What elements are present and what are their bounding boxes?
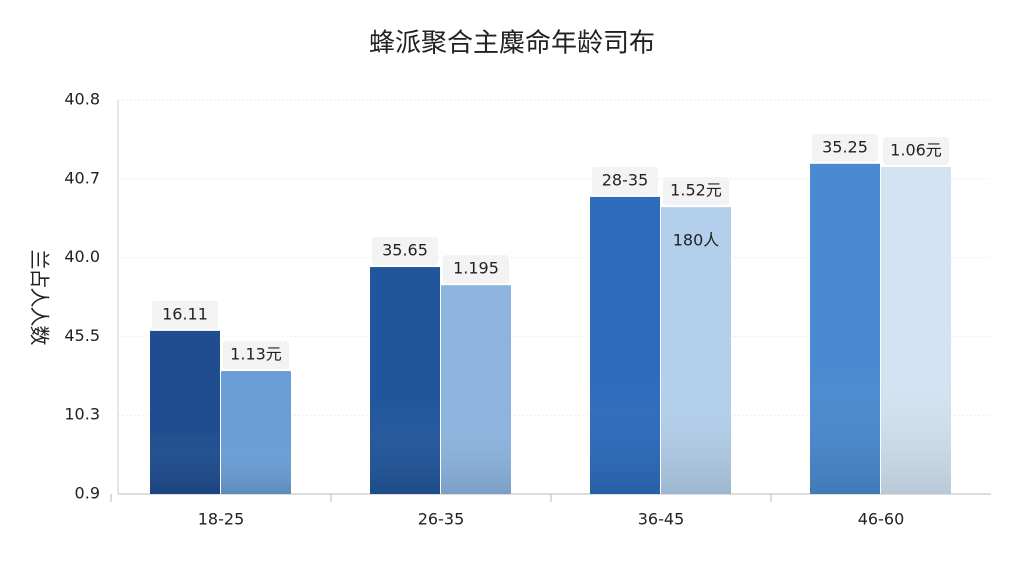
label-box: [812, 133, 878, 162]
bar-shade: [661, 207, 731, 494]
data-label: 16.11: [162, 304, 208, 323]
x-tick-label: 36-45: [638, 510, 685, 529]
x-tick-label: 18-25: [198, 510, 245, 529]
y-tick-label: 40.7: [64, 168, 100, 187]
label-box: [592, 166, 658, 195]
data-label: 35.25: [822, 137, 868, 156]
label-box: [883, 136, 949, 165]
bar-shade: [810, 163, 880, 494]
bar-shade: [221, 371, 291, 494]
bar-shade: [441, 285, 511, 494]
bar-shade: [370, 267, 440, 494]
x-tick-label: 46-60: [858, 510, 905, 529]
bar-shade: [881, 166, 951, 495]
y-tick-label: 10.3: [64, 405, 100, 424]
y-tick-label: 40.0: [64, 247, 100, 266]
y-axis-label: 兰占人人数: [28, 250, 52, 346]
bar-shade: [590, 196, 660, 494]
x-tick-label: 26-35: [418, 510, 465, 529]
label-box: [443, 255, 509, 284]
data-label: 1.06元: [890, 140, 942, 159]
y-tick-label: 0.9: [75, 484, 100, 503]
label-box: [663, 177, 729, 206]
data-label: 1.13元: [230, 345, 282, 364]
label-box: [223, 341, 289, 370]
data-label: 1.195: [453, 259, 499, 278]
annotation: 180人: [673, 231, 720, 250]
label-box: [372, 237, 438, 266]
y-tick-label: 40.8: [64, 90, 100, 109]
data-label: 28-35: [602, 170, 649, 189]
y-tick-label: 45.5: [64, 326, 100, 345]
chart-title: 蜂派聚合主麋命年龄司布: [369, 29, 655, 59]
label-box: [152, 300, 218, 329]
data-label: 35.65: [382, 241, 428, 260]
data-label: 1.52元: [670, 181, 722, 200]
bar-shade: [150, 330, 220, 494]
